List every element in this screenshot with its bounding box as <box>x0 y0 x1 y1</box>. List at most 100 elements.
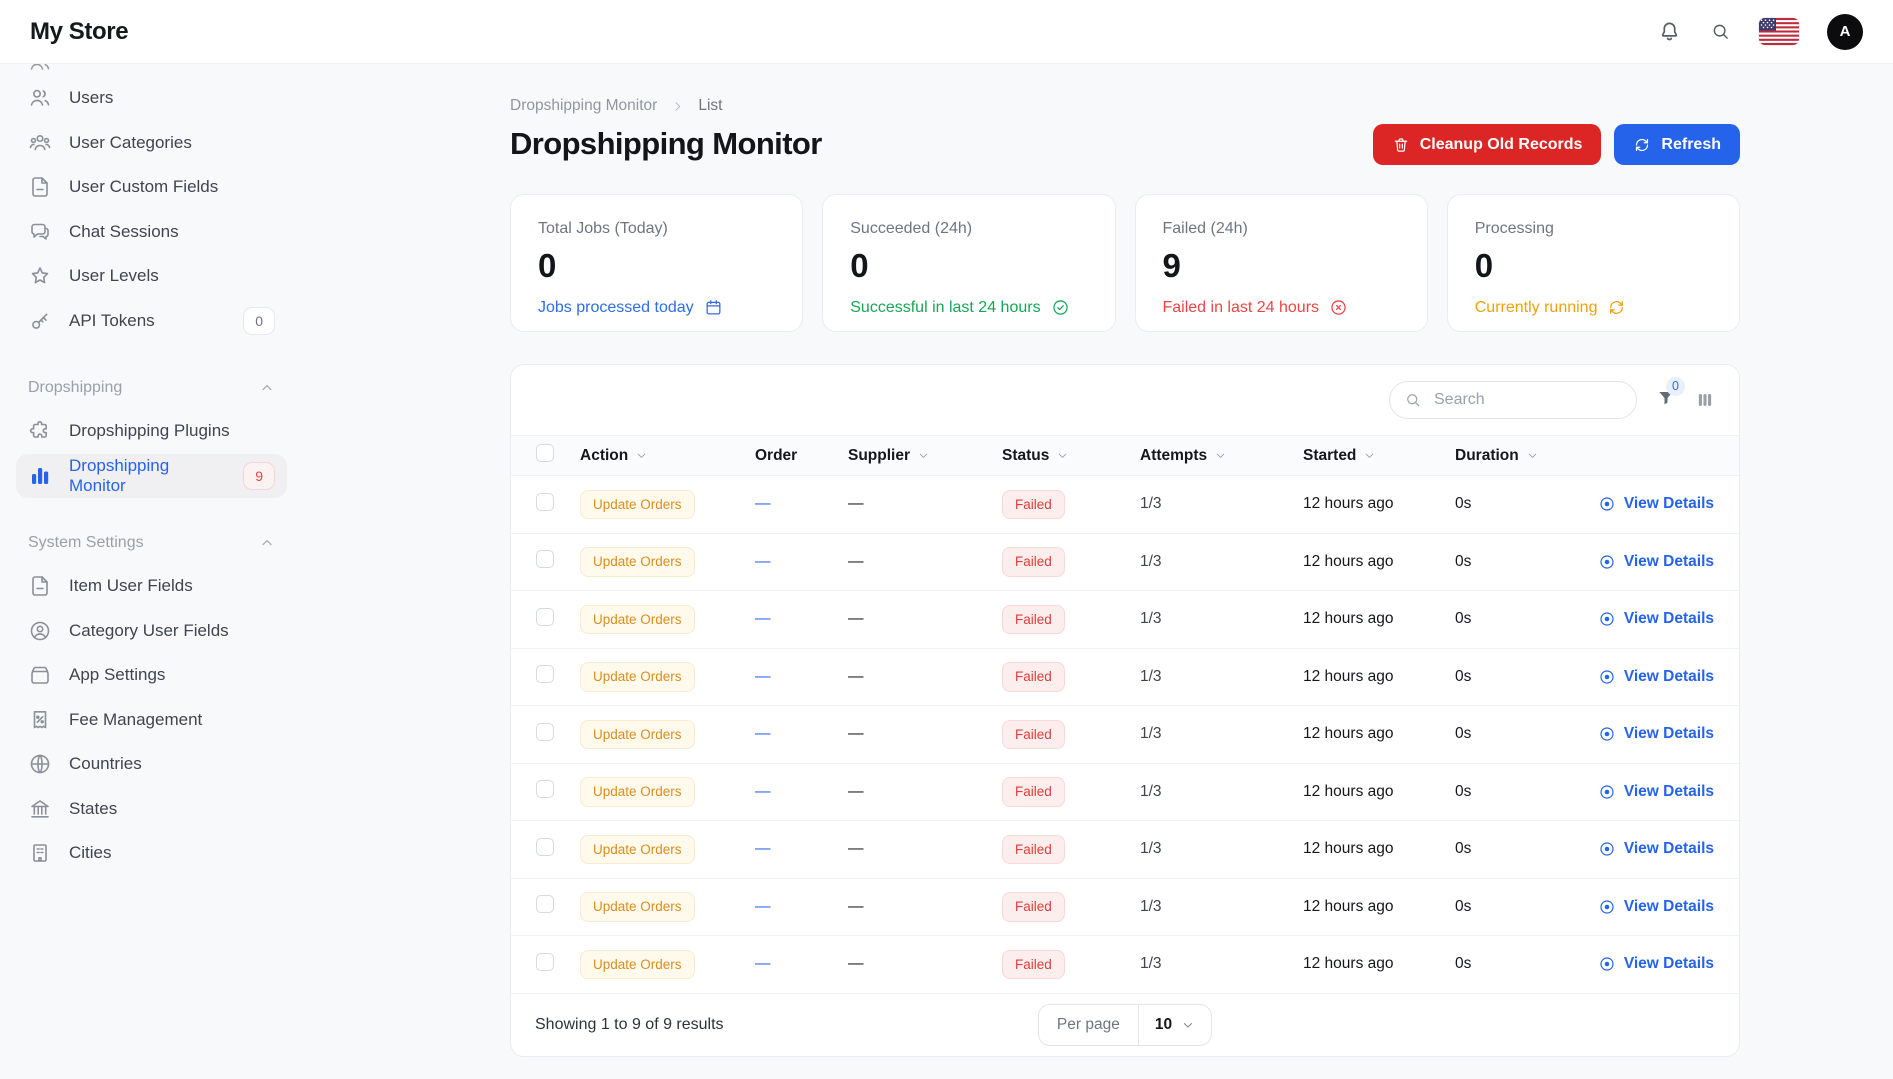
search-input[interactable] <box>1432 390 1622 410</box>
column-header-duration[interactable]: Duration <box>1455 447 1575 465</box>
view-details-link[interactable]: View Details <box>1598 553 1714 571</box>
page-header: Dropshipping Monitor Cleanup Old Records… <box>510 124 1740 165</box>
stat-value: 0 <box>850 247 869 284</box>
star-icon <box>28 264 52 288</box>
eye-icon <box>1598 955 1616 973</box>
filter-button[interactable]: 0 <box>1656 376 1685 413</box>
view-details-link[interactable]: View Details <box>1598 955 1714 973</box>
sidebar-item-user-categories[interactable]: User Categories <box>16 121 287 166</box>
breadcrumb-item[interactable]: Dropshipping Monitor <box>510 97 658 114</box>
cleanup-old-records-button[interactable]: Cleanup Old Records <box>1372 124 1602 165</box>
row-checkbox[interactable] <box>536 665 554 684</box>
column-header-status[interactable]: Status <box>1002 447 1140 465</box>
table-toolbar: 0 <box>511 365 1739 435</box>
globe-icon <box>28 752 52 776</box>
sidebar-item-countries[interactable]: Countries <box>16 742 287 787</box>
language-us-flag-icon[interactable] <box>1759 18 1799 45</box>
order-value[interactable]: — <box>755 610 771 628</box>
stat-label: Failed (24h) <box>1162 220 1248 237</box>
per-page-select[interactable]: Per page 10 <box>1037 1003 1213 1046</box>
sidebar-item-fee-management[interactable]: Fee Management <box>16 698 287 743</box>
arrows-rotate-icon <box>1607 298 1626 317</box>
view-details-link[interactable]: View Details <box>1598 898 1714 916</box>
row-checkbox[interactable] <box>536 722 554 741</box>
status-badge: Failed <box>1002 489 1065 519</box>
row-checkbox[interactable] <box>536 780 554 799</box>
stat-caption: Currently running <box>1475 298 1712 317</box>
sidebar-item-dropshipping-monitor[interactable]: Dropshipping Monitor 9 <box>16 453 287 498</box>
view-details-link[interactable]: View Details <box>1598 725 1714 743</box>
sidebar-item-users[interactable]: Users <box>16 76 287 121</box>
brand-logo[interactable]: My Store <box>30 17 129 45</box>
duration-value: 0s <box>1455 955 1472 973</box>
supplier-value: — <box>848 610 864 628</box>
order-value[interactable]: — <box>755 667 771 685</box>
view-details-link[interactable]: View Details <box>1598 495 1714 513</box>
stat-card-failed-24h: Failed (24h) 9 Failed in last 24 hours <box>1134 194 1428 332</box>
sidebar-section-system-settings[interactable]: System Settings <box>16 522 287 564</box>
started-value: 12 hours ago <box>1303 610 1394 628</box>
sidebar-item-badge: 9 <box>243 461 275 490</box>
order-value[interactable]: — <box>755 897 771 915</box>
sidebar-item-user-custom-fields[interactable]: User Custom Fields <box>16 165 287 210</box>
stat-caption: Failed in last 24 hours <box>1163 298 1400 317</box>
sidebar-item-app-settings[interactable]: App Settings <box>16 653 287 698</box>
bar-chart-icon <box>28 464 52 488</box>
column-header-action[interactable]: Action <box>580 447 755 465</box>
status-badge: Failed <box>1002 604 1065 634</box>
view-details-link[interactable]: View Details <box>1598 668 1714 686</box>
status-badge: Failed <box>1002 949 1065 979</box>
column-header-supplier[interactable]: Supplier <box>848 447 1002 465</box>
view-details-link[interactable]: View Details <box>1598 783 1714 801</box>
stat-card-total-jobs-today: Total Jobs (Today) 0 Jobs processed toda… <box>510 194 804 332</box>
column-header-started[interactable]: Started <box>1303 447 1455 465</box>
started-value: 12 hours ago <box>1303 667 1394 685</box>
sidebar-item-user-levels[interactable]: User Levels <box>16 254 287 299</box>
order-value[interactable]: — <box>755 782 771 800</box>
stat-card-succeeded-24h: Succeeded (24h) 0 Successful in last 24 … <box>822 194 1116 332</box>
view-details-link[interactable]: View Details <box>1598 840 1714 858</box>
row-checkbox[interactable] <box>536 837 554 856</box>
select-all-checkbox[interactable] <box>536 444 554 462</box>
sidebar-item-cities[interactable]: Cities <box>16 831 287 876</box>
attempts-value: 1/3 <box>1140 610 1162 628</box>
row-checkbox[interactable] <box>536 550 554 569</box>
puzzle-icon <box>28 419 52 443</box>
stat-label: Processing <box>1474 220 1554 237</box>
order-value[interactable]: — <box>755 552 771 570</box>
filter-funnel-icon <box>1656 388 1676 408</box>
sidebar-item-chat-sessions[interactable]: Chat Sessions <box>16 210 287 255</box>
order-value[interactable]: — <box>755 495 771 513</box>
table-header-row: Action Order Supplier Status Attempts St… <box>511 435 1739 476</box>
table-search[interactable] <box>1389 381 1637 419</box>
refresh-button[interactable]: Refresh <box>1614 124 1740 165</box>
chevron-up-icon <box>259 380 275 396</box>
sidebar-item-dropshipping-plugins[interactable]: Dropshipping Plugins <box>16 409 287 454</box>
sidebar-item-category-user-fields[interactable]: Category User Fields <box>16 609 287 654</box>
supplier-value: — <box>848 725 864 743</box>
notifications-bell-icon[interactable] <box>1657 19 1682 44</box>
sidebar-partial-item <box>16 64 287 76</box>
row-checkbox[interactable] <box>536 952 554 971</box>
row-checkbox[interactable] <box>536 895 554 914</box>
column-header-attempts[interactable]: Attempts <box>1140 447 1303 465</box>
sidebar-item-states[interactable]: States <box>16 787 287 832</box>
stat-value: 0 <box>538 247 557 284</box>
users-icon <box>28 86 52 110</box>
row-checkbox[interactable] <box>536 492 554 511</box>
order-value[interactable]: — <box>755 725 771 743</box>
sidebar-item-item-user-fields[interactable]: Item User Fields <box>16 564 287 609</box>
global-search-icon[interactable] <box>1710 21 1731 42</box>
column-settings-icon[interactable] <box>1695 390 1715 410</box>
order-value[interactable]: — <box>755 955 771 973</box>
view-details-link[interactable]: View Details <box>1598 610 1714 628</box>
user-avatar[interactable]: A <box>1827 13 1863 50</box>
page-actions: Cleanup Old Records Refresh <box>1372 124 1740 165</box>
sidebar-item-api-tokens[interactable]: API Tokens 0 <box>16 299 287 344</box>
column-header-order[interactable]: Order <box>755 446 798 464</box>
sidebar-groups: Users User Categories User Custom Fields… <box>16 76 287 876</box>
order-value[interactable]: — <box>755 840 771 858</box>
row-checkbox[interactable] <box>536 607 554 626</box>
started-value: 12 hours ago <box>1303 495 1394 513</box>
sidebar-section-dropshipping[interactable]: Dropshipping <box>16 367 287 409</box>
